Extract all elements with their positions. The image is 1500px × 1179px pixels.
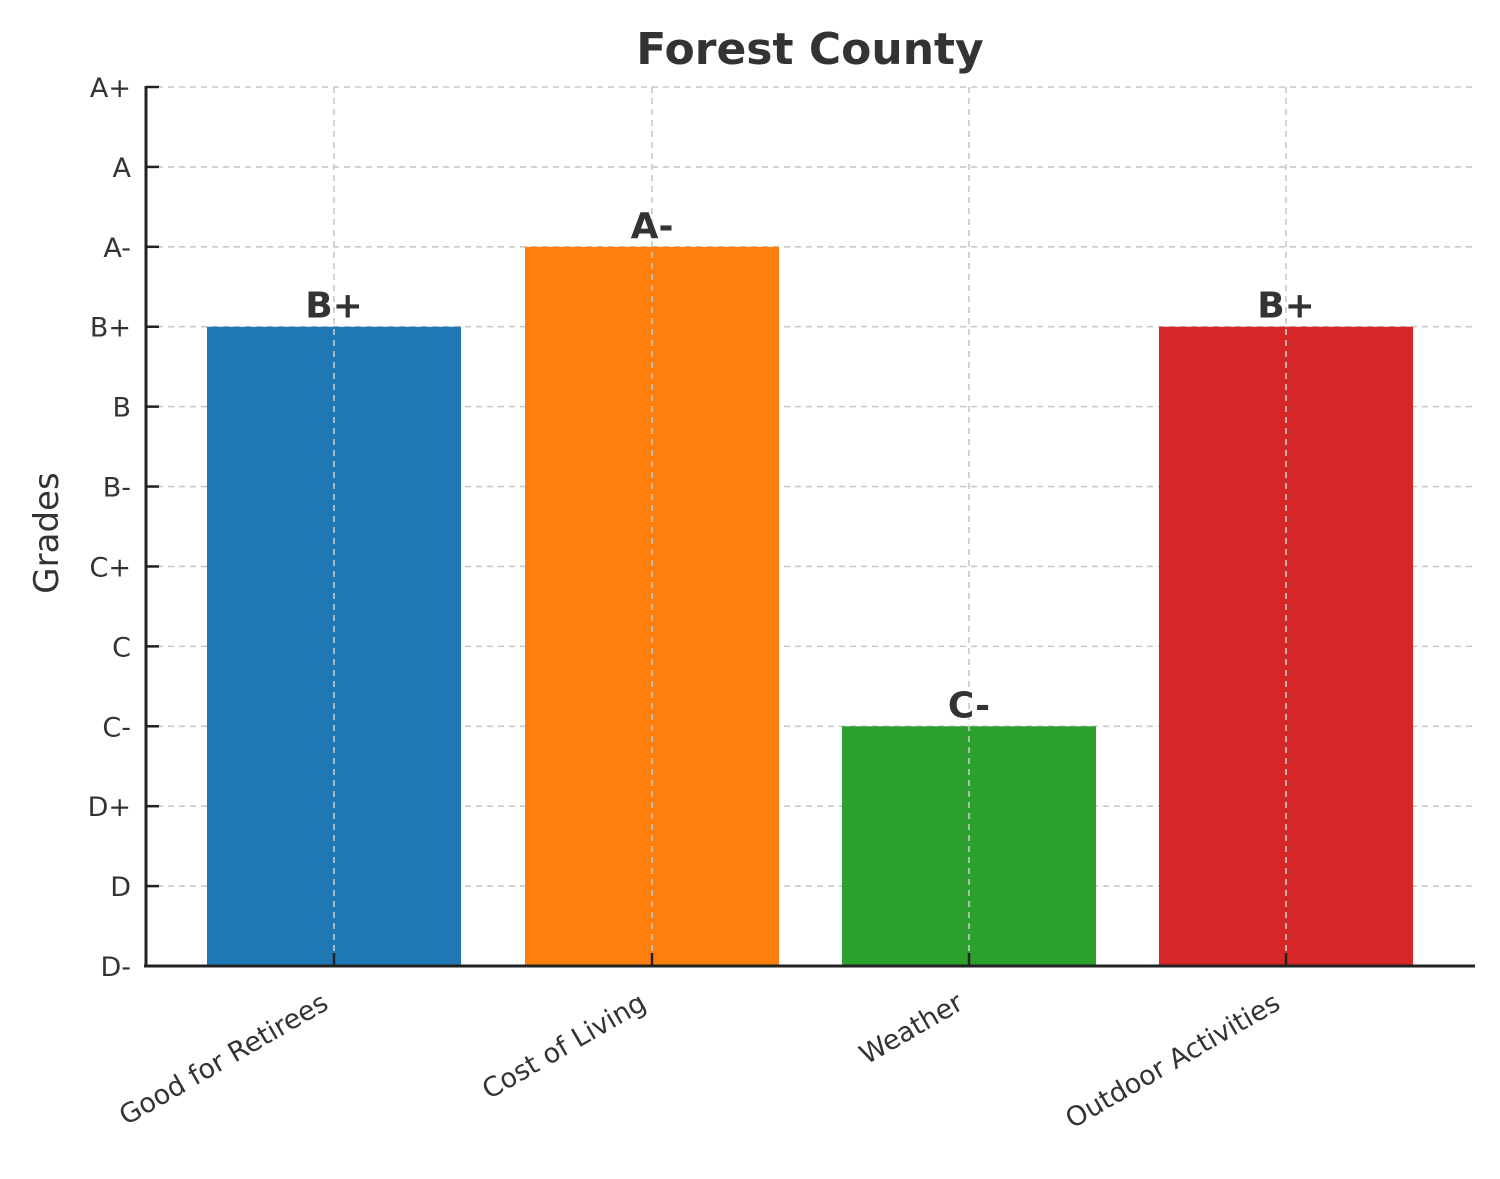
y-tick-label: B- [103, 473, 131, 504]
chart-title: Forest County [636, 24, 983, 75]
x-tick-label: Good for Retirees [114, 987, 333, 1132]
y-tick-label: B+ [90, 313, 131, 344]
x-tick-label: Outdoor Activities [1060, 987, 1285, 1135]
x-tick-label: Weather [855, 987, 970, 1071]
y-tick-label: C [112, 632, 131, 663]
y-tick-label: D- [100, 952, 131, 983]
x-tick-labels: Good for Retirees Cost of Living Weather Ou… [114, 953, 1288, 1135]
vertical-grid-lines [333, 87, 1287, 966]
y-tick-label: A- [103, 233, 131, 264]
y-tick-label: C- [102, 712, 131, 743]
data-label: C- [948, 685, 990, 726]
axes [144, 86, 1475, 968]
data-label: B+ [1257, 286, 1315, 327]
y-tick-label: D+ [88, 792, 131, 823]
y-tick-label: C+ [90, 552, 131, 583]
y-axis-label: Grades [27, 472, 67, 593]
y-tick-label: A [113, 153, 132, 184]
y-tick-labels: D- D D+ C- C C+ B- B B+ A- A A+ [88, 73, 159, 983]
data-label: A- [631, 206, 674, 247]
x-tick-label: Cost of Living [477, 987, 651, 1106]
data-label: B+ [305, 286, 363, 327]
data-labels: B+ A- C- B+ [305, 206, 1315, 726]
bars [207, 246, 1413, 966]
y-tick-label: D [110, 872, 131, 903]
y-tick-label: A+ [90, 73, 131, 104]
y-tick-label: B [112, 393, 131, 424]
